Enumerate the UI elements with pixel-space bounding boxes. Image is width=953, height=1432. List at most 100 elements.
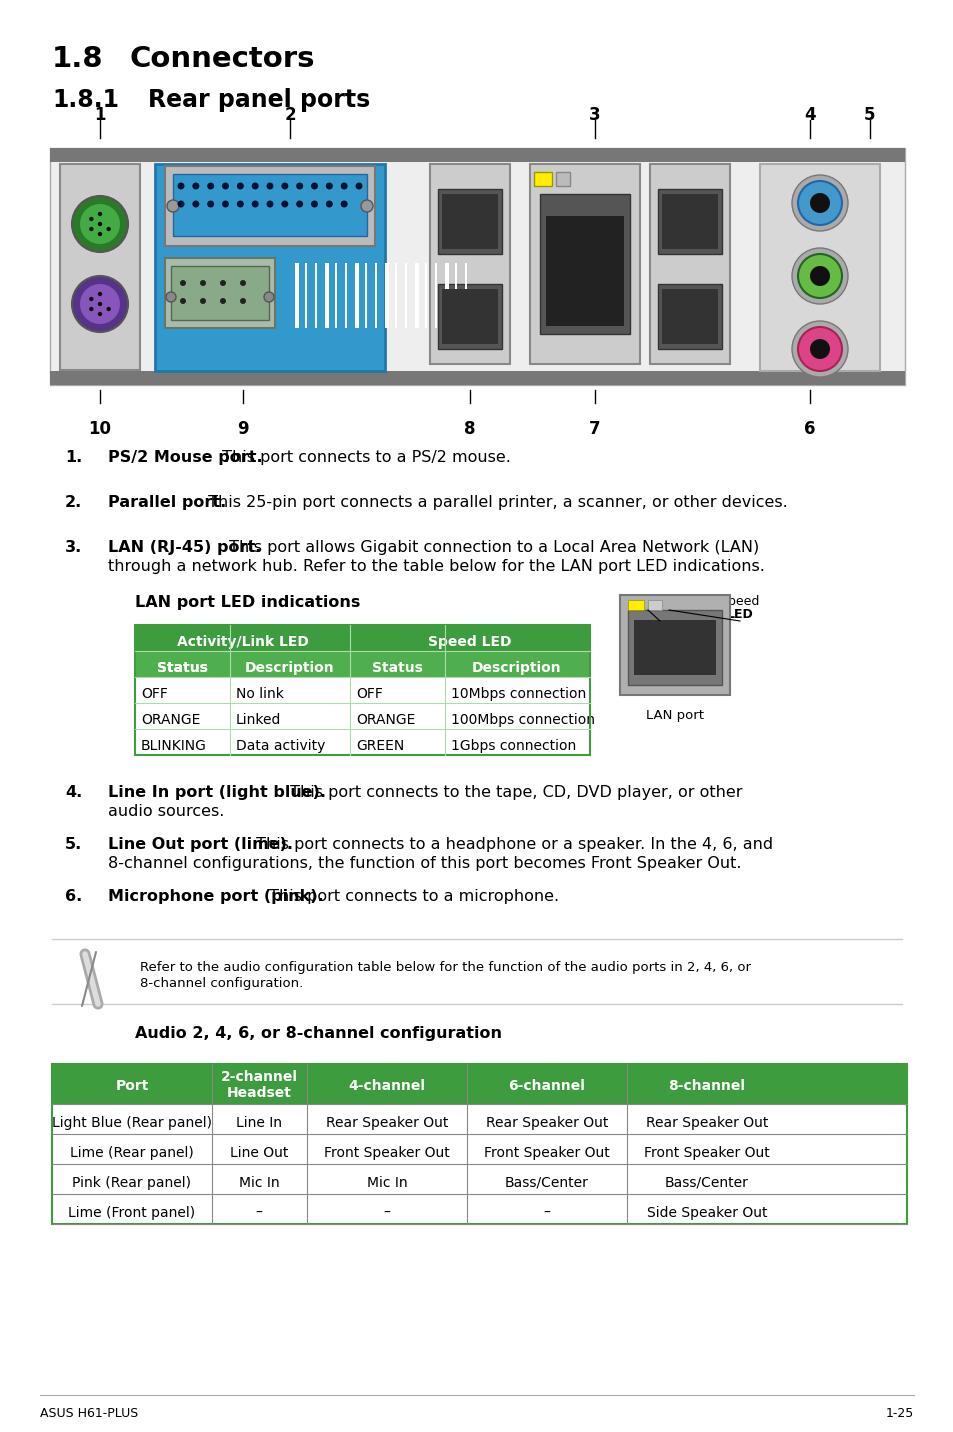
Bar xyxy=(355,263,358,328)
Bar xyxy=(365,263,367,328)
Text: Front Speaker Out: Front Speaker Out xyxy=(643,1146,769,1160)
Bar xyxy=(154,165,385,371)
Circle shape xyxy=(797,180,841,225)
Bar xyxy=(50,147,904,385)
Text: Refer to the audio configuration table below for the function of the audio ports: Refer to the audio configuration table b… xyxy=(140,961,750,974)
Circle shape xyxy=(326,182,333,189)
Circle shape xyxy=(236,182,244,189)
Text: Parallel port.: Parallel port. xyxy=(108,495,226,510)
Text: 6-channel: 6-channel xyxy=(508,1078,585,1093)
Text: Speed LED: Speed LED xyxy=(428,634,511,649)
Text: LED: LED xyxy=(726,609,753,621)
Text: ORANGE: ORANGE xyxy=(355,713,415,727)
Circle shape xyxy=(80,284,120,324)
Bar xyxy=(375,263,376,328)
Text: Speed: Speed xyxy=(720,596,759,609)
Bar xyxy=(305,263,307,328)
Text: 9: 9 xyxy=(237,420,249,438)
Bar xyxy=(619,596,729,695)
Bar xyxy=(444,263,449,328)
Bar xyxy=(441,193,497,249)
Bar xyxy=(435,263,436,328)
Text: Port: Port xyxy=(115,1078,149,1093)
Circle shape xyxy=(264,292,274,302)
Circle shape xyxy=(281,182,288,189)
Circle shape xyxy=(295,200,303,208)
Circle shape xyxy=(797,326,841,371)
Circle shape xyxy=(236,200,244,208)
Bar xyxy=(60,165,140,369)
Bar xyxy=(52,1104,906,1134)
Text: Rear Speaker Out: Rear Speaker Out xyxy=(326,1116,448,1130)
Text: Connectors: Connectors xyxy=(130,44,315,73)
Bar xyxy=(314,263,316,328)
Circle shape xyxy=(107,226,111,231)
Bar xyxy=(52,1194,906,1224)
Bar xyxy=(556,172,569,186)
Bar xyxy=(135,652,589,677)
Bar xyxy=(172,175,367,236)
Bar xyxy=(52,1064,906,1104)
Text: Line Out port (lime).: Line Out port (lime). xyxy=(108,836,293,852)
Circle shape xyxy=(200,281,206,286)
Bar xyxy=(545,216,623,326)
Circle shape xyxy=(98,302,102,306)
Circle shape xyxy=(177,200,184,208)
Bar xyxy=(335,263,336,328)
Text: Line Out: Line Out xyxy=(230,1146,288,1160)
Bar xyxy=(627,610,721,684)
Circle shape xyxy=(98,292,102,296)
Text: 8: 8 xyxy=(464,420,476,438)
Bar xyxy=(661,289,718,344)
Bar xyxy=(534,172,552,186)
Bar xyxy=(649,165,729,364)
Text: Rear Speaker Out: Rear Speaker Out xyxy=(645,1116,767,1130)
Bar xyxy=(294,263,298,328)
Circle shape xyxy=(240,281,246,286)
Text: LED: LED xyxy=(646,609,673,621)
Bar xyxy=(530,165,639,364)
Bar xyxy=(634,620,716,674)
Text: This port allows Gigabit connection to a Local Area Network (LAN): This port allows Gigabit connection to a… xyxy=(223,540,758,556)
Circle shape xyxy=(311,200,317,208)
Circle shape xyxy=(193,182,199,189)
Bar xyxy=(50,147,904,162)
Bar xyxy=(658,284,721,349)
Bar xyxy=(430,165,510,364)
Text: 7: 7 xyxy=(589,420,600,438)
Text: Audio 2, 4, 6, or 8-channel configuration: Audio 2, 4, 6, or 8-channel configuratio… xyxy=(135,1025,501,1041)
Text: 1Gbps connection: 1Gbps connection xyxy=(451,739,576,753)
Text: LAN port: LAN port xyxy=(645,709,703,722)
Circle shape xyxy=(89,306,93,311)
Text: 8-channel configurations, the function of this port becomes Front Speaker Out.: 8-channel configurations, the function o… xyxy=(108,856,740,871)
Text: –: – xyxy=(383,1206,390,1220)
Text: Light Blue (Rear panel): Light Blue (Rear panel) xyxy=(52,1116,212,1130)
Circle shape xyxy=(71,196,128,252)
Text: 2: 2 xyxy=(284,106,295,125)
Text: 5.: 5. xyxy=(65,836,82,852)
Bar xyxy=(50,371,904,385)
Text: Pink (Rear panel): Pink (Rear panel) xyxy=(72,1176,192,1190)
Bar xyxy=(135,677,589,703)
Bar xyxy=(437,284,501,349)
Circle shape xyxy=(98,222,102,226)
Text: Line In port (light blue).: Line In port (light blue). xyxy=(108,785,326,800)
Text: LAN port LED indications: LAN port LED indications xyxy=(135,596,360,610)
Circle shape xyxy=(107,306,111,311)
Bar xyxy=(52,1064,906,1224)
Bar xyxy=(455,263,456,328)
Circle shape xyxy=(98,312,102,316)
Text: LAN (RJ-45) port.: LAN (RJ-45) port. xyxy=(108,540,261,556)
Text: 1.8: 1.8 xyxy=(52,44,103,73)
Bar xyxy=(405,263,407,328)
Text: Bass/Center: Bass/Center xyxy=(664,1176,748,1190)
Circle shape xyxy=(98,212,102,216)
Circle shape xyxy=(177,182,184,189)
Circle shape xyxy=(180,281,186,286)
Text: 1: 1 xyxy=(94,106,106,125)
Circle shape xyxy=(252,182,258,189)
Circle shape xyxy=(791,321,847,377)
Circle shape xyxy=(207,200,213,208)
Circle shape xyxy=(355,182,362,189)
Text: This 25-pin port connects a parallel printer, a scanner, or other devices.: This 25-pin port connects a parallel pri… xyxy=(203,495,787,510)
